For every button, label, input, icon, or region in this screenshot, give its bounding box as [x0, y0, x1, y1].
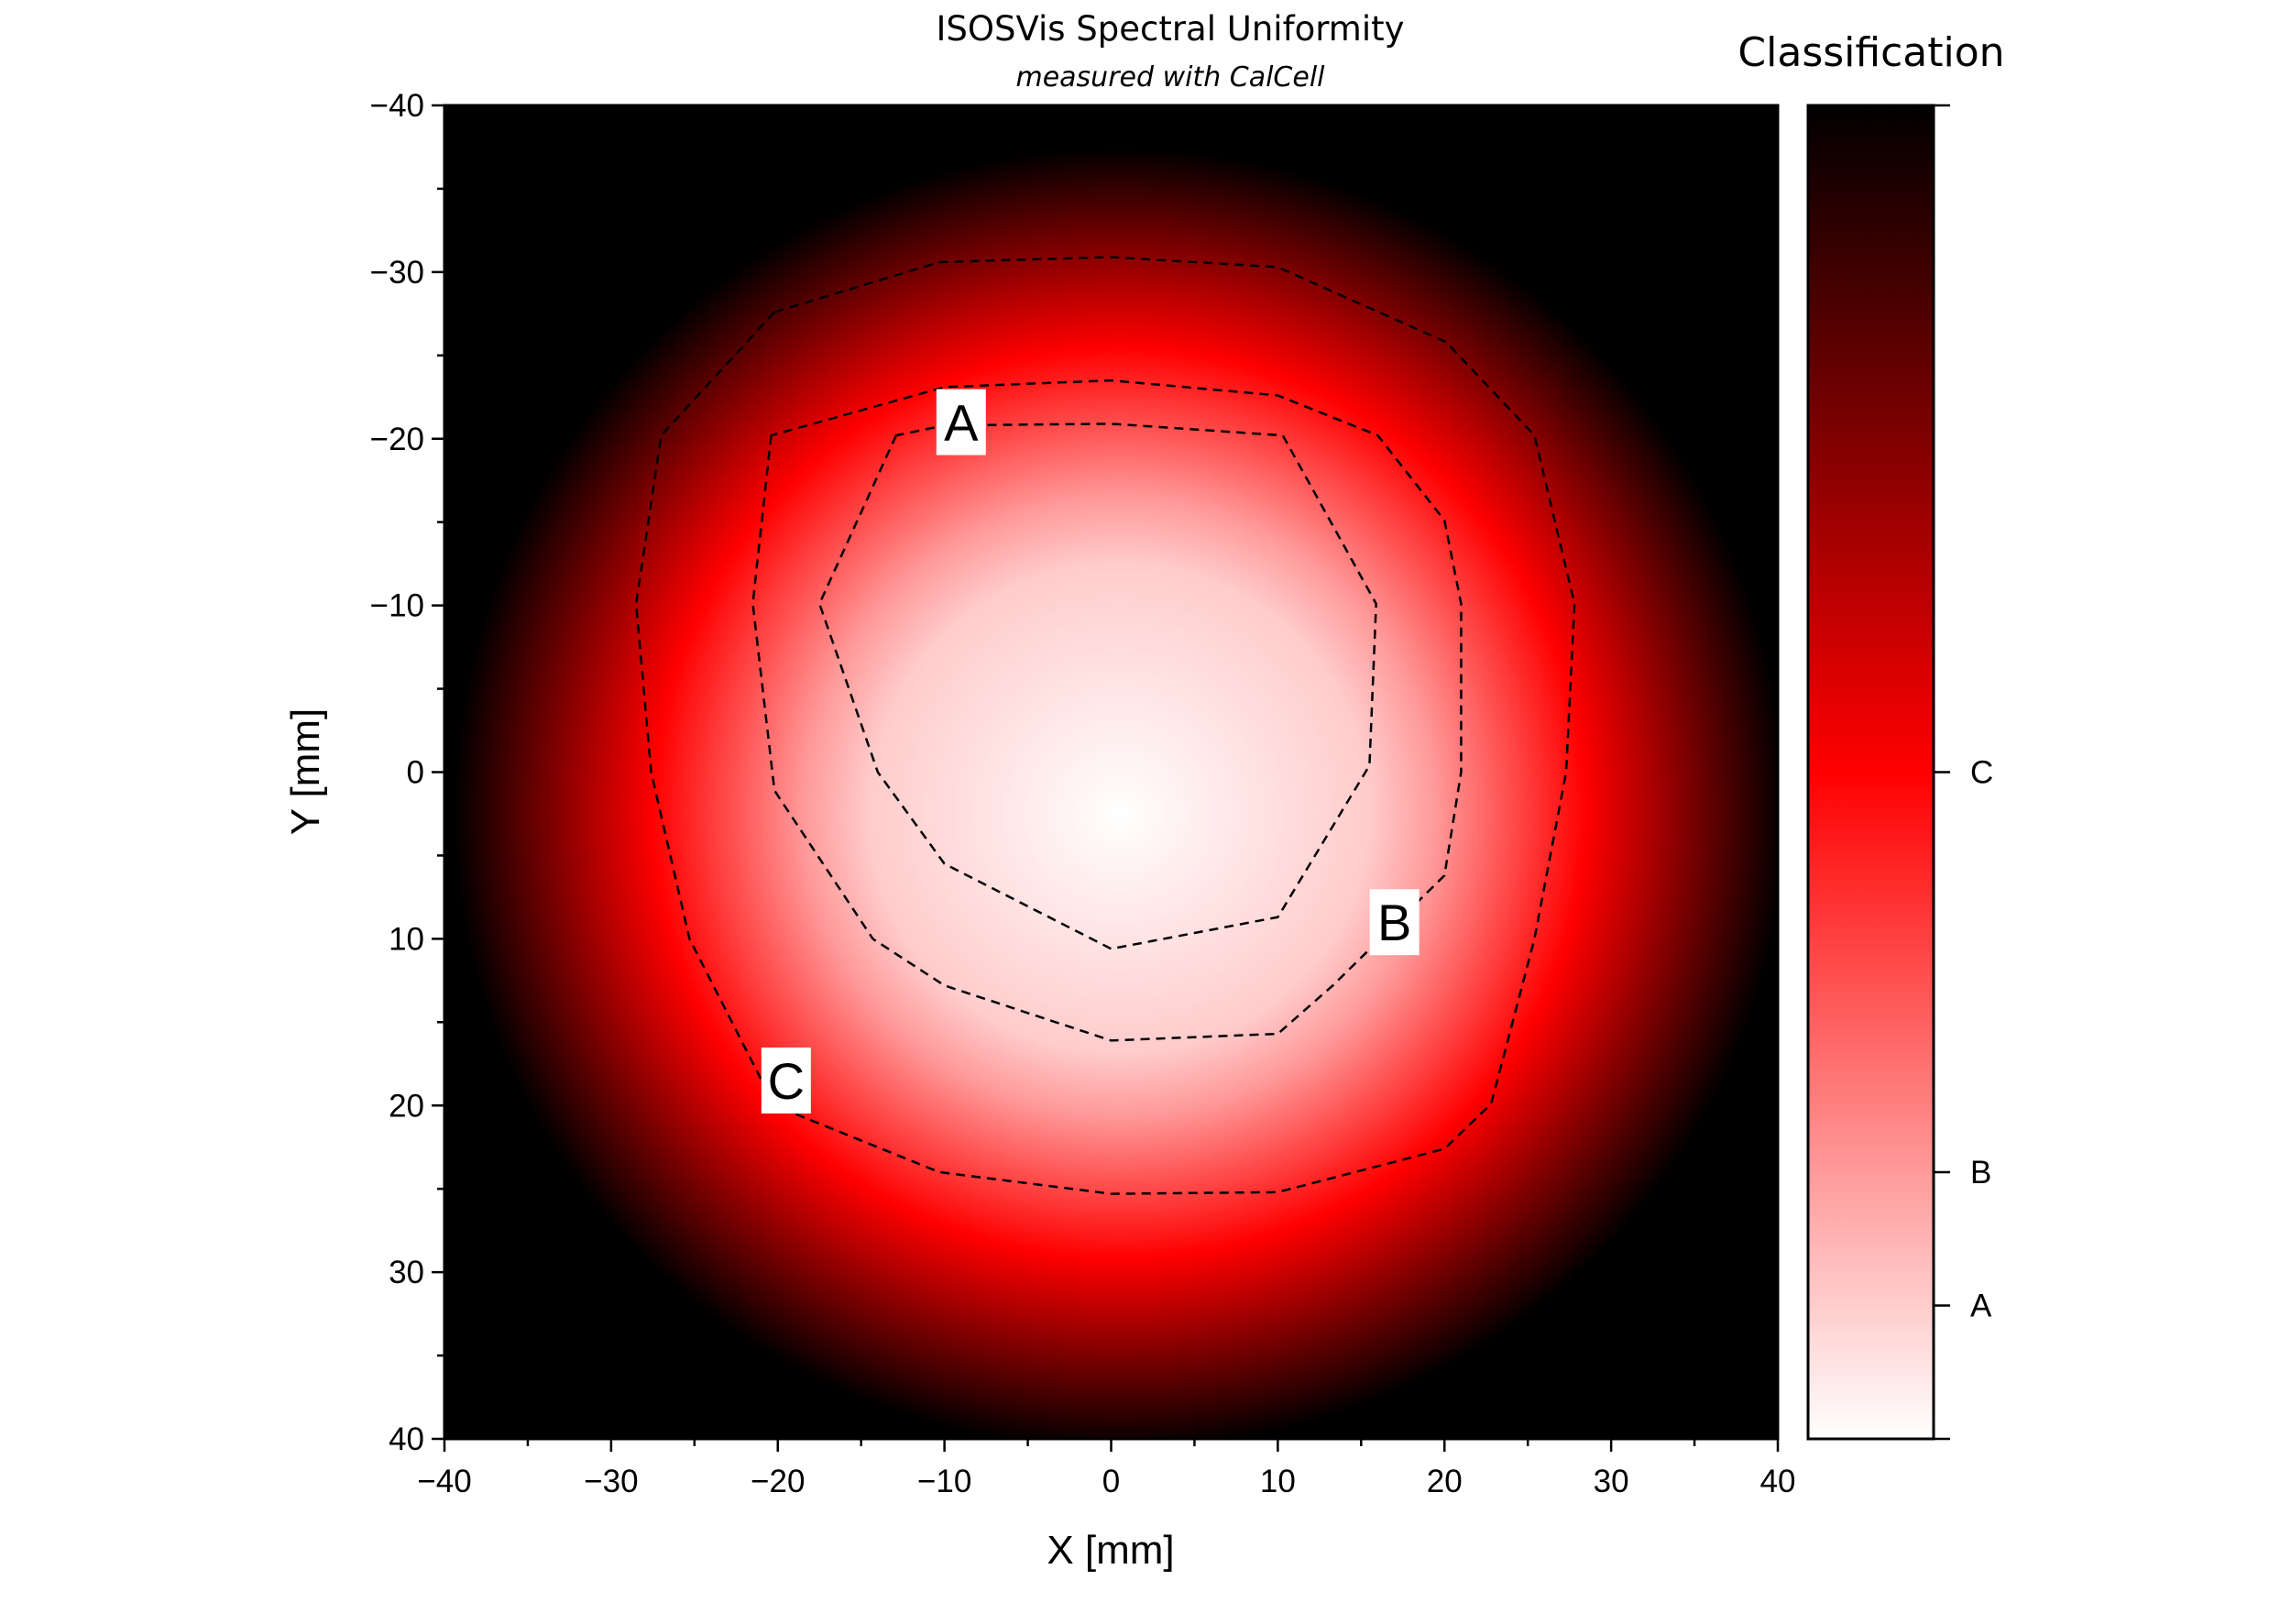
y-tick-label: 10: [389, 921, 424, 957]
x-tick-label: 30: [1594, 1464, 1629, 1499]
y-tick-label: −20: [370, 422, 424, 457]
chart-subtitle: measured with CalCell: [1015, 61, 1325, 93]
contour-label: A: [944, 394, 979, 452]
colorbar-tick-label: A: [1970, 1289, 1992, 1324]
colorbar-tick-label: B: [1970, 1155, 1991, 1191]
contour-label-box: [1369, 889, 1420, 956]
colorbar: [1806, 104, 1935, 1441]
x-tick-label: −30: [584, 1464, 638, 1499]
x-tick-label: 10: [1260, 1464, 1296, 1499]
y-axis-title: Y [mm]: [283, 708, 328, 836]
y-tick-label: −40: [370, 88, 424, 124]
y-tick-label: 20: [389, 1088, 424, 1124]
heatmap-image: [444, 105, 1778, 1439]
contour-label-box: [761, 1047, 811, 1114]
y-tick-label: 30: [389, 1255, 424, 1290]
contour-A: [817, 422, 1377, 950]
x-tick-label: 0: [1102, 1464, 1120, 1499]
x-tick-label: −10: [917, 1464, 971, 1499]
contour-lines: [634, 256, 1576, 1195]
x-tick-label: 20: [1427, 1464, 1463, 1499]
contour-labels: A B C: [761, 389, 1420, 1114]
y-tick-label: −30: [370, 255, 424, 291]
colorbar-ticks: A B C: [1934, 104, 1993, 1441]
x-axis-title: X [mm]: [1047, 1528, 1174, 1573]
axes: −40 −40 −30 −30 −20 −20 −10 −10 0 0 10 10 20 20 30 30 40…: [370, 88, 1796, 1499]
x-tick-label: 40: [1760, 1464, 1796, 1499]
contour-label: C: [768, 1052, 805, 1110]
colorbar-title: Classification: [1737, 29, 2004, 76]
y-tick-label: 0: [407, 755, 424, 791]
y-tick-label: −10: [370, 588, 424, 624]
chart-title: ISOSVis Spectral Uniformity: [936, 9, 1404, 49]
colorbar-tick-label: C: [1970, 755, 1993, 791]
contour-B: [751, 379, 1463, 1042]
x-tick-label: −40: [417, 1464, 471, 1499]
contour-label: B: [1377, 894, 1411, 951]
contour-C: [634, 256, 1576, 1195]
x-tick-label: −20: [751, 1464, 805, 1499]
contour-label-box: [936, 389, 986, 455]
y-tick-label: 40: [389, 1421, 424, 1457]
